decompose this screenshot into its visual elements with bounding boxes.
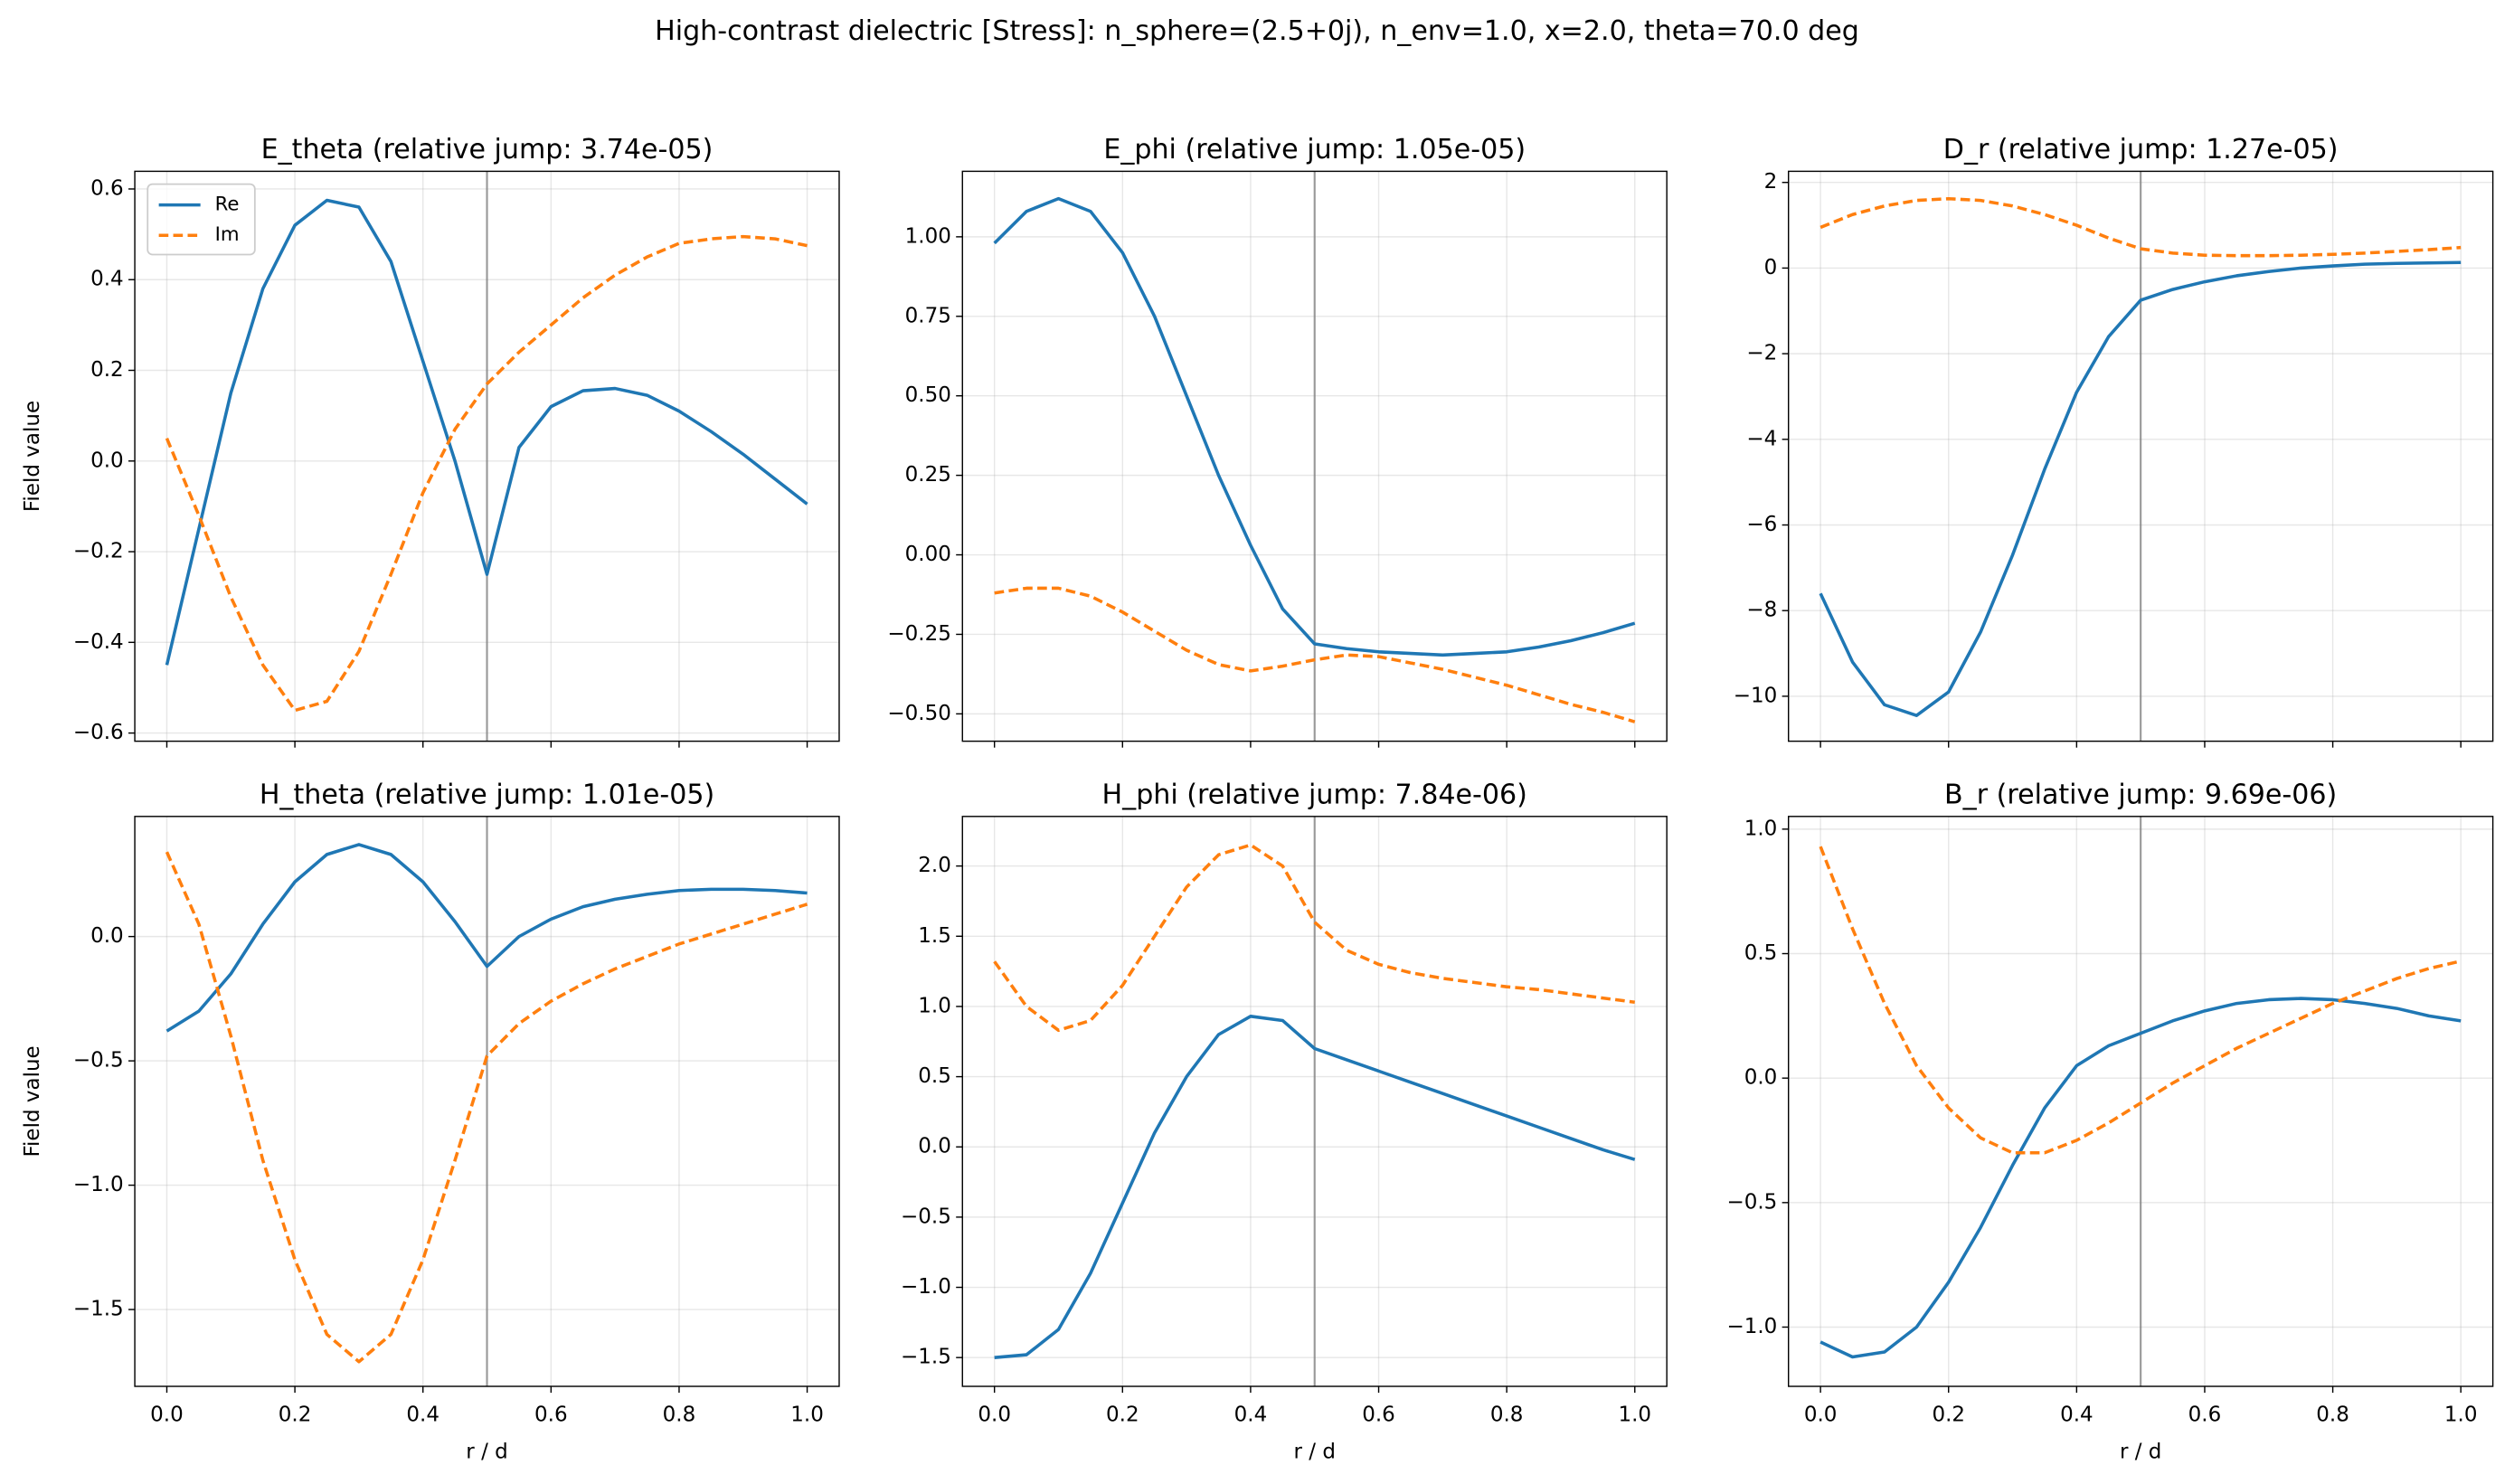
series-line [165,843,808,1033]
y-tick-label: −0.5 [901,1205,951,1228]
y-tick-label: −1.5 [901,1346,951,1369]
y-tick-label: 0.4 [90,268,124,291]
subplot-title: B_r (relative jump: 9.69e-06) [1944,780,2337,811]
y-tick-label: 0.0 [90,924,124,948]
legend-label: Re [215,194,240,216]
series-line [994,586,1636,723]
axes-frame [961,816,1668,1387]
x-tick-label: 1.0 [1618,1403,1651,1426]
y-tick-label: 1.5 [918,924,951,948]
subplot: −10 −8 −6 −4 −2 0 2 D_r (relative jump: 1.27e-0… [1734,134,2494,748]
x-tick-label: 0.0 [978,1403,1011,1426]
y-tick-label: −0.25 [887,622,950,646]
x-tick-label: 0.2 [279,1403,312,1426]
y-tick-label: −2 [1746,342,1777,365]
x-tick-label: 0.4 [2060,1403,2093,1426]
x-tick-label: 0.6 [1362,1403,1395,1426]
x-tick-label: 0.6 [2188,1403,2222,1426]
x-tick-label: 0.0 [150,1403,184,1426]
subplot-title: H_theta (relative jump: 1.01e-05) [260,780,714,811]
subplot: 0.0 0.2 0.4 0.6 0.8 1.0 −1.0 −0.5 0.0 0.5 1.0 B_r (… [1726,780,2494,1464]
y-tick-label: −0.50 [887,702,950,725]
axes-frame [1788,170,2494,742]
series-line [165,234,808,713]
x-axis-label: r / d [466,1441,507,1464]
y-tick-label: −0.5 [1726,1190,1777,1214]
y-tick-label: −1.5 [73,1298,124,1321]
y-tick-label: 0.25 [905,463,951,487]
x-axis-label: r / d [2120,1441,2161,1464]
y-tick-label: 0 [1764,256,1778,279]
y-tick-label: −0.4 [73,630,124,654]
y-tick-label: 0.0 [1744,1066,1778,1090]
subplot-title: H_phi (relative jump: 7.84e-06) [1102,780,1527,811]
axes-frame [134,170,840,742]
subplot-title: E_theta (relative jump: 3.74e-05) [261,134,714,165]
subplot-title: E_phi (relative jump: 1.05e-05) [1103,134,1526,165]
series-line [1819,196,2462,258]
x-axis-label: r / d [1294,1441,1336,1464]
series-line [165,851,808,1364]
series-line [1819,260,2462,717]
series-line [994,1015,1636,1359]
y-tick-label: 1.0 [1744,817,1778,840]
y-tick-label: 0.6 [90,176,124,200]
y-tick-label: 0.5 [918,1064,951,1088]
x-tick-label: 0.8 [663,1403,696,1426]
y-axis-label: Field value [21,401,44,512]
x-tick-label: 0.8 [1490,1403,1524,1426]
y-tick-label: 1.0 [918,994,951,1017]
y-tick-label: 2.0 [918,854,951,877]
y-tick-label: −1.0 [901,1275,951,1299]
axes-frame [961,170,1668,742]
y-tick-label: 0.0 [90,449,124,472]
subplot-title: D_r (relative jump: 1.27e-05) [1943,134,2339,165]
y-tick-label: 0.00 [905,543,951,566]
x-tick-label: 0.8 [2316,1403,2349,1426]
x-tick-label: 0.2 [1932,1403,1965,1426]
y-tick-label: −4 [1746,427,1777,450]
x-tick-label: 0.2 [1106,1403,1139,1426]
y-tick-label: 0.50 [905,383,951,407]
subplot: 0.0 0.2 0.4 0.6 0.8 1.0 −1.5 −1.0 −0.5 0.0 0.5 1.0 1… [901,780,1668,1464]
subplot: 0.0 0.2 0.4 0.6 0.8 1.0 −1.5 −1.0 −0.5 0.0 H_theta… [21,780,840,1464]
x-tick-label: 0.4 [1234,1403,1268,1426]
x-tick-label: 0.4 [406,1403,439,1426]
x-tick-label: 0.6 [534,1403,568,1426]
y-tick-label: 0.5 [1744,941,1778,965]
subplot: −0.50 −0.25 0.00 0.25 0.50 0.75 1.00 E_phi (rel… [887,134,1668,748]
x-tick-label: 1.0 [2444,1403,2478,1426]
y-tick-label: 0.2 [90,358,124,382]
x-tick-label: 1.0 [790,1403,824,1426]
y-tick-label: −1.0 [73,1173,124,1196]
figure-title: High-contrast dielectric [Stress]: n_sph… [655,15,1859,47]
series-line [993,196,1636,657]
y-axis-label: Field value [21,1045,44,1157]
series-line [165,198,808,666]
subplot: −0.6 −0.4 −0.2 0.0 0.2 0.4 0.6 E_theta (relativ… [21,134,840,748]
y-tick-label: −0.5 [73,1049,124,1073]
y-tick-label: −10 [1734,684,1778,707]
series-line [993,843,1636,1033]
axes-frame [134,816,840,1387]
y-tick-label: −8 [1746,599,1777,622]
y-tick-label: 1.00 [905,224,951,248]
y-tick-label: 0.75 [905,304,951,327]
y-tick-label: 2 [1764,170,1778,194]
legend-label: Im [215,223,240,246]
y-tick-label: −0.2 [73,540,124,563]
y-tick-label: −1.0 [1726,1315,1777,1338]
x-tick-label: 0.0 [1804,1403,1838,1426]
series-line [1819,846,2462,1155]
y-tick-label: −0.6 [73,721,124,744]
series-line [1819,997,2462,1359]
axes-frame [1788,816,2494,1387]
y-tick-label: −6 [1746,513,1777,536]
y-tick-label: 0.0 [918,1135,951,1158]
